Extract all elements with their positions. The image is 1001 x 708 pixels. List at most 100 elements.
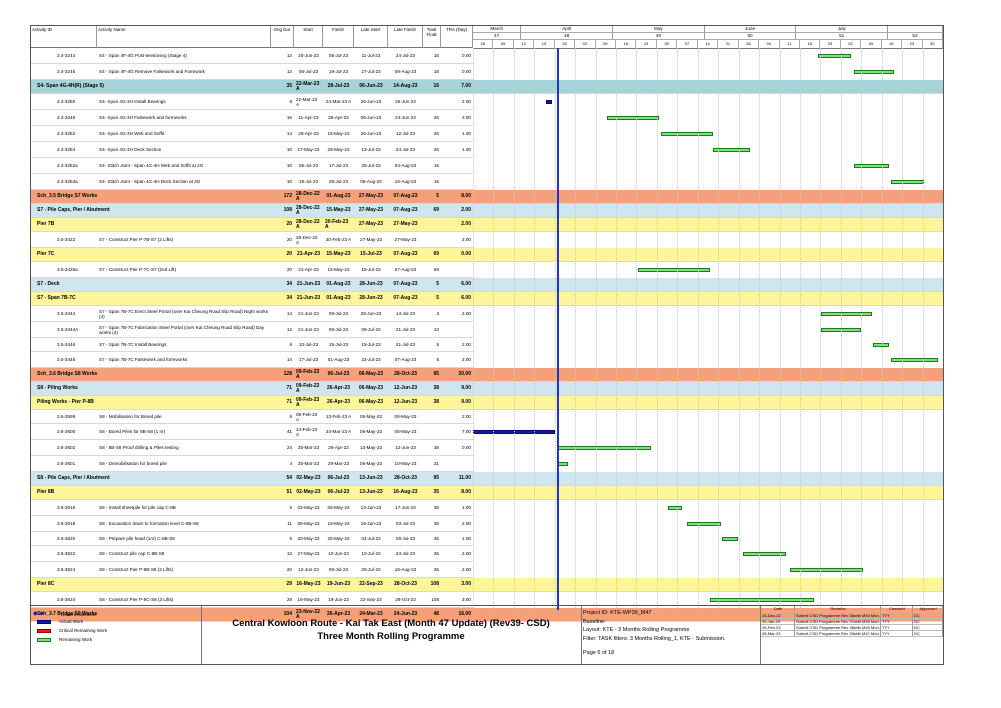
- layout-name: Layout: KTE - 3 Months Rolling Programme: [583, 627, 690, 633]
- activity-row[interactable]: 3.6-3622 S8 - Construct pile cap C-8B-S8 1…: [31, 546, 473, 562]
- cell-id: 3.6-3600: [57, 429, 76, 434]
- cell-start: 21-Jun-23: [298, 311, 319, 316]
- activity-row[interactable]: 3.6-3601 S8 - Demobilisation for bored pi…: [31, 456, 473, 472]
- cell-lf: 06-May-23: [394, 414, 417, 419]
- column-header-dur[interactable]: Orig Dur: [271, 26, 294, 48]
- remaining-work-bar[interactable]: [710, 598, 814, 602]
- column-header-tra[interactable]: TRA (Day): [441, 26, 473, 48]
- cell-dur: 6: [289, 414, 292, 419]
- actual-work-bar[interactable]: [545, 100, 553, 104]
- activity-row[interactable]: 3.4-3254a S4- Stitch Joint - Span 4G-4H D…: [31, 174, 473, 190]
- wbs-group-row[interactable]: Sch_3.6 Bridge S8 Works 128 09-Feb-23 A 06-…: [31, 368, 943, 382]
- cell-id: 3.4-3250: [57, 99, 76, 104]
- wbs-group-row[interactable]: S7 - Span 7B-7C 34 21-Jun-23 01-Aug-23 28-Ju…: [31, 292, 943, 306]
- activity-row[interactable]: 3.4-3250 S4- Span 4G-4H Install Bearings 8…: [31, 94, 473, 110]
- remaining-work-bar[interactable]: [872, 343, 889, 347]
- remaining-work-bar[interactable]: [818, 54, 852, 58]
- wbs-group-row[interactable]: S8 - Pile Caps, Pier / Abutment 54 02-May-…: [31, 472, 943, 486]
- wbs-group-row[interactable]: Pier 8B 51 02-May-23 06-Jul-23 13-Jun-23 16-A…: [31, 486, 943, 500]
- cell-id: 3.5-3444: [57, 311, 76, 316]
- cell-dur: 128: [283, 371, 292, 377]
- cell-start: 22-Mar-23 A: [296, 96, 318, 107]
- activity-row[interactable]: 3.4-3252a S4- Stitch Joint - Span 4G-4H W…: [31, 158, 473, 174]
- activity-row[interactable]: 3.5-3426a S7 - Construct Pier P-7C-S7 (2n…: [31, 262, 473, 278]
- activity-row[interactable]: 3.6-3624 S8 - Construct Pier P-8B-S8 (2 L…: [31, 562, 473, 578]
- wbs-group-row[interactable]: S7 - Deck 34 21-Jun-23 01-Aug-23 28-Jun-23 07…: [31, 278, 943, 292]
- cell-finish: 28-Apr-23: [328, 115, 349, 120]
- activity-row[interactable]: 3.6-3600 S8 - Bored Piles for 8B-S8 (1 nr…: [31, 424, 473, 440]
- wbs-group-row[interactable]: Pier 7B 20 28-Dec-22 A 20-Feb-23 A 27-May-23…: [31, 218, 943, 232]
- remaining-work-bar[interactable]: [637, 268, 711, 272]
- cell-start: 23-Nov-22 A: [296, 608, 320, 620]
- cell-start: 20-May-23: [297, 536, 320, 541]
- wbs-group-row[interactable]: Pier 8C 29 16-May-23 19-Jun-23 22-Sep-23 28-O…: [31, 578, 943, 592]
- remaining-work-bar[interactable]: [853, 70, 894, 74]
- activity-row[interactable]: 3.4-3254 S4- Span 4G-4H Deck Section 10 17-…: [31, 142, 473, 158]
- wbs-group-row[interactable]: Piling Works - Pier P-8B 71 09-Feb-23 A 26-…: [31, 396, 943, 410]
- cell-lf: 27-May-23: [393, 221, 418, 227]
- activity-row[interactable]: 3.6-3634 S8 - Construct Pier P-8C-S8 (3 L…: [31, 592, 473, 608]
- cell-finish: 01-Aug-23: [326, 281, 351, 287]
- column-header-ls[interactable]: Late Start: [354, 26, 388, 48]
- wbs-group-row[interactable]: Sch_3.5 Bridge S7 Works 172 28-Dec-22 A 01-…: [31, 190, 943, 204]
- legend-item: Critical Remaining Work: [31, 628, 107, 633]
- remaining-work-bar[interactable]: [661, 132, 713, 136]
- cell-name: Sch_3.6 Bridge S8 Works: [37, 371, 98, 377]
- wbs-group-row[interactable]: S7 - Pile Caps, Pier / Abutment 108 28-Dec…: [31, 204, 943, 218]
- cell-name: S7 - Span 7B-7C Erect Steel Portal (over…: [99, 308, 269, 319]
- cell-tf: 35: [433, 489, 439, 495]
- remaining-work-bar[interactable]: [668, 506, 683, 510]
- month-label: March: [473, 26, 522, 33]
- remaining-work-bar[interactable]: [891, 180, 925, 184]
- activity-row[interactable]: 3.6-3620 S8 - Prepare pile head (1nr) C-8…: [31, 532, 473, 546]
- activity-row[interactable]: 3.4-3252 S4- Span 4G-4H Web and Soffit 14 2…: [31, 126, 473, 142]
- remaining-work-bar[interactable]: [606, 116, 659, 120]
- activity-row[interactable]: 3.6-3616 S8 - Install sheetpile for pile …: [31, 500, 473, 516]
- cell-finish: 26-Apr-23: [326, 611, 351, 617]
- cell-lf: 28-Oct-23: [394, 371, 417, 377]
- remaining-work-bar[interactable]: [722, 537, 739, 541]
- column-header-lf[interactable]: Late Finish: [388, 26, 423, 48]
- column-header-tf[interactable]: Total Float: [423, 26, 441, 48]
- remaining-work-bar[interactable]: [891, 358, 939, 362]
- activity-row[interactable]: 3.6-3599 S8 - Mobilisation for Bored pile…: [31, 410, 473, 424]
- cell-lf: 07-Aug-23: [394, 357, 417, 362]
- remaining-work-bar[interactable]: [743, 552, 786, 556]
- cell-start: 02-May-23: [297, 505, 320, 510]
- activity-row[interactable]: 3.4-3248 S4- Span 4G-4H Falsework and for…: [31, 110, 473, 126]
- cell-name: Sch_3.5 Bridge S7 Works: [37, 193, 98, 199]
- remaining-work-bar[interactable]: [820, 312, 873, 316]
- activity-row[interactable]: 3.5-3446 S7 - Span 7B-7C Install Bearings…: [31, 338, 473, 352]
- activity-row[interactable]: 3.5-3444A S7 - Span 7B-7C Fabrication Ste…: [31, 322, 473, 338]
- activity-row[interactable]: 3.6-3618 S8 - Excavation down to formatio…: [31, 516, 473, 532]
- cell-ls: 06-Jun-23: [360, 115, 382, 120]
- column-header-name[interactable]: Activity Name: [97, 26, 271, 48]
- cell-finish: 15-May-23: [326, 207, 351, 213]
- column-header-id[interactable]: Activity ID: [31, 26, 97, 48]
- cell-ls: 13-Jun-23: [359, 489, 383, 495]
- cell-tra: 0.00: [461, 251, 471, 257]
- activity-row[interactable]: 3.5-3444 S7 - Span 7B-7C Erect Steel Port…: [31, 306, 473, 322]
- cell-tf: 18: [433, 69, 439, 74]
- activity-row[interactable]: 3.5-3422 S7 - Construct Pier P-7B-S7 (2 L…: [31, 232, 473, 248]
- cell-tra: 11.00: [458, 475, 471, 481]
- cell-finish: 26-Apr-23: [326, 385, 351, 391]
- column-header-finish[interactable]: Finish: [323, 26, 354, 48]
- cell-tf: 69: [433, 267, 439, 272]
- wbs-group-row[interactable]: Sch_3.7 Bridge S9 Works 104 23-Nov-22 A 26-…: [31, 608, 943, 622]
- wbs-group-row[interactable]: S8 - Piling Works 71 09-Feb-23 A 26-Apr-23 0…: [31, 382, 943, 396]
- wbs-group-row[interactable]: Pier 7C 20 21-Apr-23 15-May-23 15-Jul-23 07-A…: [31, 248, 943, 262]
- column-header-start[interactable]: Start: [294, 26, 323, 48]
- remaining-work-bar[interactable]: [853, 164, 889, 168]
- remaining-work-bar[interactable]: [790, 568, 864, 572]
- activity-row[interactable]: 3.6-3602 S8 - 8B-S8 Proof drilling & Pile…: [31, 440, 473, 456]
- activity-row[interactable]: 3.4-3244 S4 - Span 4F-4G Post-tensioning …: [31, 48, 473, 64]
- cell-tf: 69: [433, 251, 439, 257]
- activity-row[interactable]: 3.4-3246 S4 - Span 4F-4G Remove Falsework…: [31, 64, 473, 80]
- wbs-group-row[interactable]: S4- Span 4G-4H(R) (Stage 5) 35 22-Mar-23 A…: [31, 80, 943, 94]
- activity-row[interactable]: 3.5-3448 S7 - Span 7B-7C Falsework and fo…: [31, 352, 473, 368]
- remaining-work-bar[interactable]: [712, 148, 751, 152]
- remaining-work-bar[interactable]: [686, 522, 721, 526]
- revision-cell: Submit CSD Programme Rev 39with M47 Mon.…: [795, 631, 881, 637]
- cell-name: S8 - Construct Pier P-8C-S8 (3 Lifts): [99, 597, 174, 602]
